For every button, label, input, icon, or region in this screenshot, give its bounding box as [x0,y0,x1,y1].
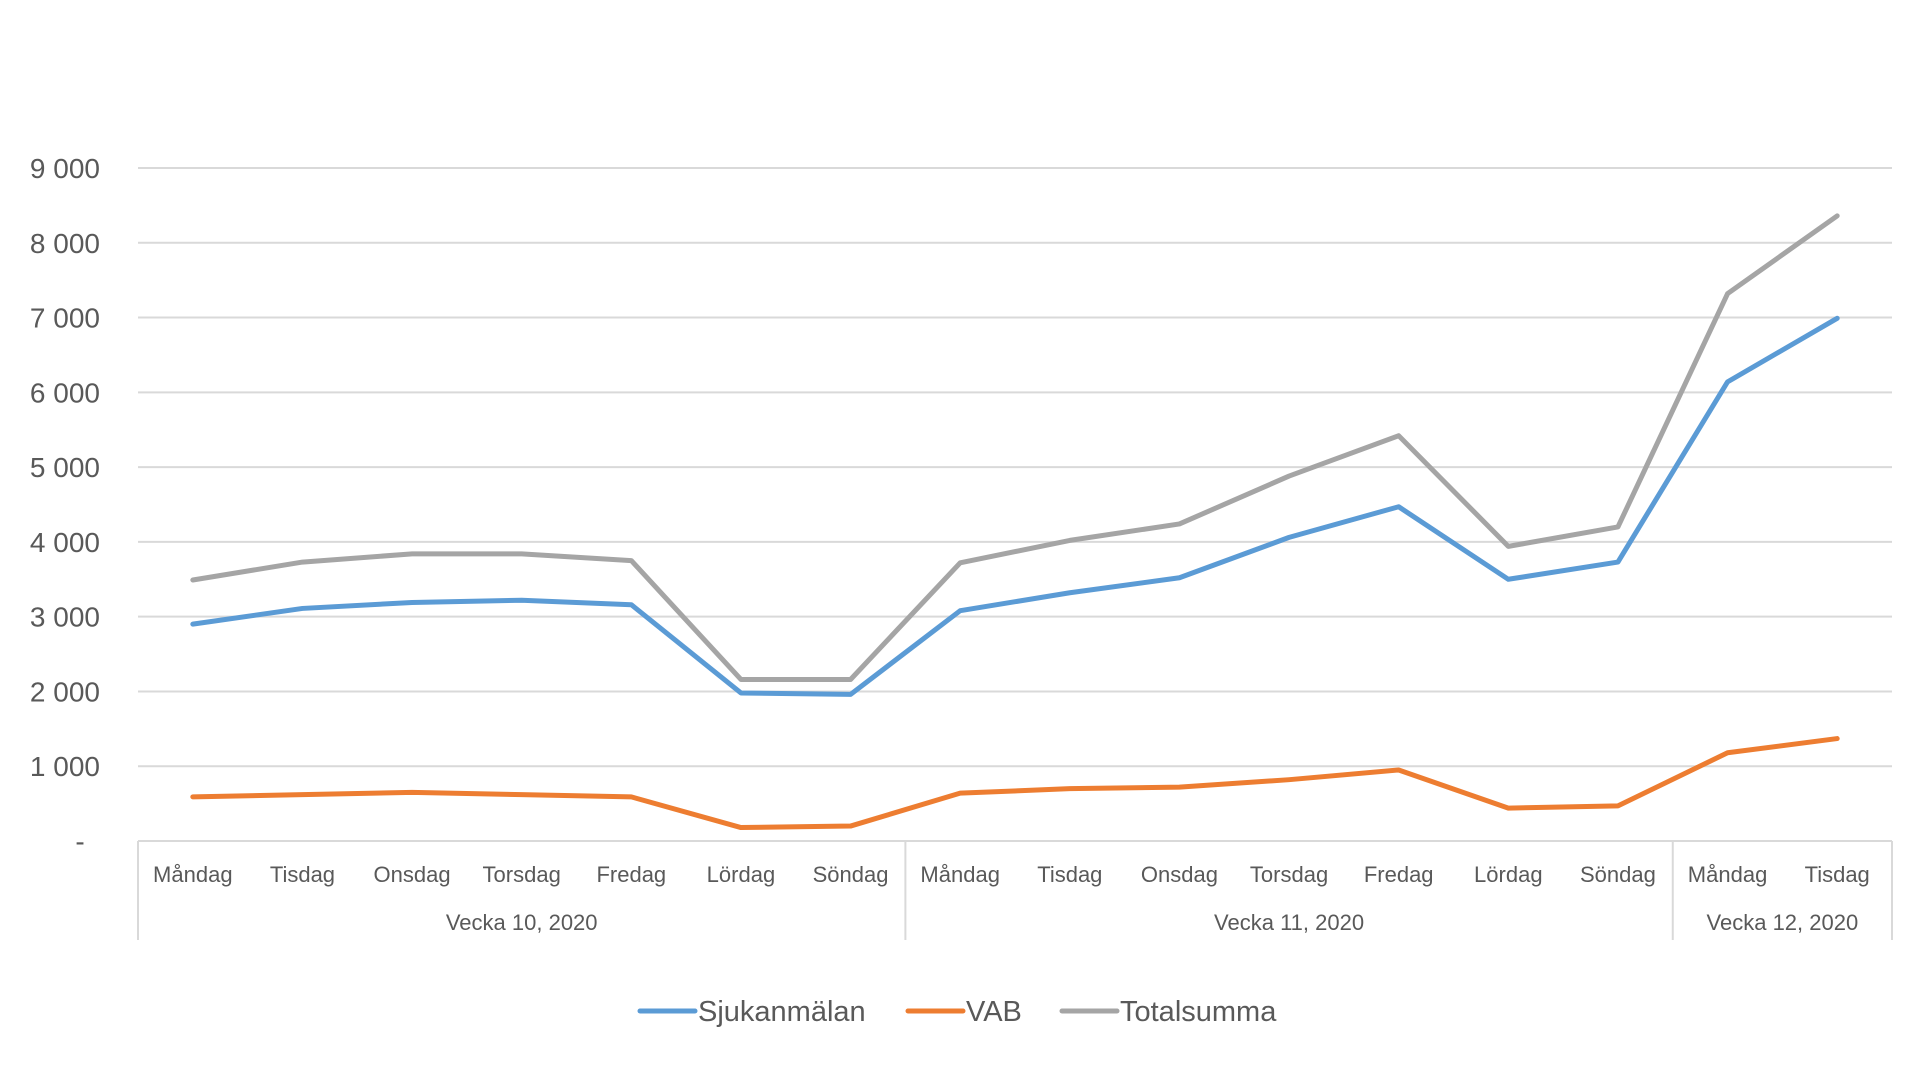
x-group-label: Vecka 10, 2020 [446,910,598,935]
x-tick-label: Fredag [1364,862,1434,887]
legend-label: Sjukanmälan [698,996,866,1028]
x-axis: Måndag Tisdag Onsdag Torsdag Fredag Lördag Sön… [137,840,1893,940]
x-tick-label: Måndag [1688,862,1768,887]
x-tick-label: Tisdag [1805,862,1870,887]
y-tick-label: 3 000 [30,602,100,633]
y-axis-ticks: - 1 000 2 000 3 000 4 000 5 000 6 000 7 000 8 00… [30,153,100,857]
y-tick-label: 2 000 [30,676,100,707]
x-tick-label: Måndag [920,862,1000,887]
legend-label: Totalsumma [1120,996,1277,1028]
gridlines [138,167,1892,768]
series-line-vab [190,736,1840,831]
x-group-label: Vecka 11, 2020 [1214,910,1364,935]
x-tick-label: Torsdag [483,862,561,887]
x-tick-label: Torsdag [1250,862,1328,887]
y-tick-label: 1 000 [30,751,100,782]
legend: Sjukanmälan VAB Totalsumma [637,996,1277,1028]
y-tick-label: 5 000 [30,452,100,483]
x-tick-label: Onsdag [1141,862,1218,887]
series-line-sjukanmälan [190,315,1840,697]
y-tick-label: 8 000 [30,228,100,259]
x-tick-label: Måndag [153,862,233,887]
x-group-label: Vecka 12, 2020 [1707,910,1859,935]
y-tick-label: 4 000 [30,527,100,558]
x-tick-label: Tisdag [1037,862,1102,887]
y-tick-label: 9 000 [30,153,100,184]
x-tick-label: Söndag [813,862,889,887]
y-tick-label: - [75,826,84,857]
x-tick-label: Tisdag [270,862,335,887]
y-tick-label: 6 000 [30,377,100,408]
series-line-totalsumma [190,213,1840,682]
x-tick-label: Söndag [1580,862,1656,887]
legend-label: VAB [966,996,1022,1028]
x-tick-label: Onsdag [374,862,451,887]
series-lines [190,213,1840,831]
x-tick-label: Lördag [707,862,776,887]
x-tick-label: Lördag [1474,862,1543,887]
x-tick-label: Fredag [596,862,666,887]
y-tick-label: 7 000 [30,303,100,334]
